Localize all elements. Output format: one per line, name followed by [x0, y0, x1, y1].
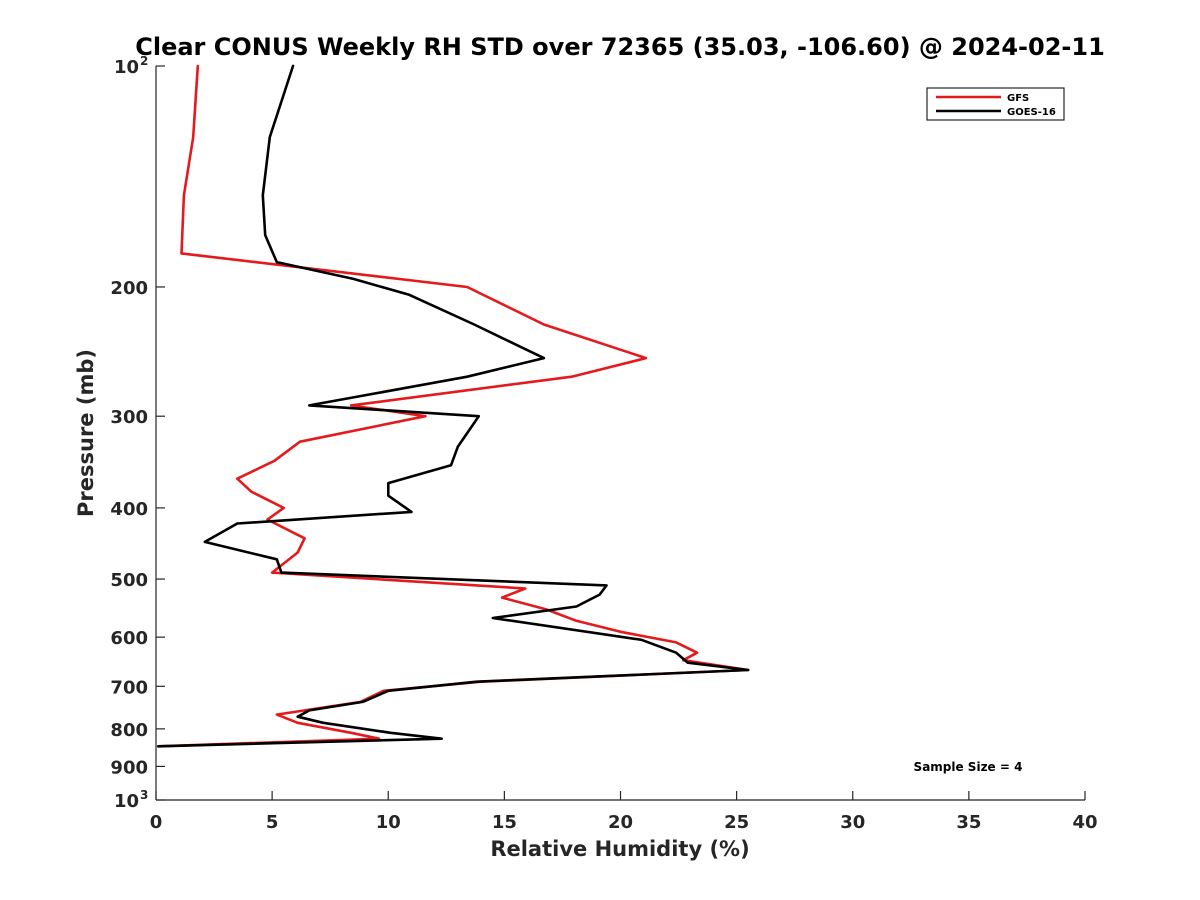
x-tick-label: 0 [150, 812, 163, 833]
y-tick-exponent: 3 [140, 788, 148, 802]
x-axis-label: Relative Humidity (%) [490, 837, 749, 861]
x-tick-label: 30 [840, 812, 865, 833]
legend-label-goes16: GOES-16 [1007, 107, 1056, 118]
x-axis-ticks: 0 5 10 15 20 25 30 35 40 [150, 791, 1098, 833]
y-tick-label: 200 [110, 278, 148, 299]
sample-size-annotation: Sample Size = 4 [914, 760, 1023, 774]
y-tick-label: 500 [110, 570, 148, 591]
y-tick-label: 800 [110, 720, 148, 741]
y-tick-label: 600 [110, 628, 148, 649]
x-tick-label: 40 [1072, 812, 1097, 833]
chart-title: Clear CONUS Weekly RH STD over 72365 (35… [135, 33, 1105, 61]
series-line-gfs [157, 64, 750, 748]
legend-box [926, 87, 1065, 121]
legend-label-gfs: GFS [1007, 93, 1029, 104]
x-tick-label: 25 [724, 812, 749, 833]
y-axis-label: Pressure (mb) [74, 349, 98, 517]
y-tick-exponent: 2 [140, 54, 148, 68]
legend: GFS GOES-16 [926, 87, 1065, 121]
x-tick-label: 5 [266, 812, 279, 833]
x-tick-label: 15 [492, 812, 517, 833]
y-tick-label: 10 [114, 791, 139, 812]
x-tick-label: 20 [608, 812, 633, 833]
y-tick-label: 700 [110, 677, 148, 698]
y-tick-label: 300 [110, 407, 148, 428]
x-tick-label: 10 [376, 812, 401, 833]
series-line-goes16 [157, 64, 750, 748]
series-layer [157, 64, 750, 748]
y-tick-label: 900 [110, 757, 148, 778]
x-tick-label: 35 [956, 812, 981, 833]
y-tick-label: 400 [110, 499, 148, 520]
y-tick-label: 10 [114, 57, 139, 78]
